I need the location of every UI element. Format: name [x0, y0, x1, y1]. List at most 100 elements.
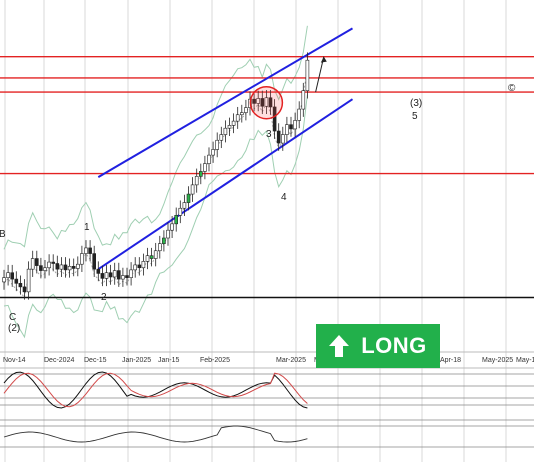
target-arrow-shaft — [315, 56, 325, 93]
candle-body-46 — [190, 184, 195, 195]
channel-upper — [97, 27, 354, 178]
candle-body-51 — [211, 149, 215, 156]
x-tick-label-8: Apr-18 — [440, 357, 461, 364]
candle-body-45 — [186, 193, 191, 203]
candle-body-32 — [133, 264, 137, 271]
candle-body-62 — [256, 98, 261, 104]
candle-body-73 — [301, 90, 306, 110]
x-tick-label-1: Dec-2024 — [44, 357, 74, 364]
candle-body-33 — [137, 264, 142, 269]
candle-body-15 — [63, 264, 68, 271]
candle-body-20 — [84, 247, 88, 254]
candle-body-69 — [285, 124, 289, 135]
copyright-icon: © — [508, 83, 516, 94]
candle-body-59 — [244, 107, 248, 113]
envelope-middle — [3, 65, 308, 299]
candle-body-2 — [10, 272, 14, 280]
envelope-upper — [3, 25, 308, 250]
wave-label-6: 4 — [281, 192, 287, 203]
candle-body-23 — [96, 268, 101, 274]
wave-label-5: 3 — [266, 129, 272, 140]
candle-body-55 — [227, 125, 232, 129]
candle-body-30 — [125, 275, 129, 278]
candle-body-39 — [162, 237, 166, 244]
channel-lower — [97, 98, 354, 270]
candle-body-11 — [47, 261, 51, 269]
candle-body-6 — [26, 268, 31, 293]
candle-body-74 — [305, 59, 310, 91]
candle-body-61 — [252, 98, 256, 104]
candle-body-56 — [231, 120, 236, 126]
candle-body-43 — [178, 207, 183, 216]
x-tick-label-6: Mar-2025 — [276, 357, 306, 364]
candle-body-13 — [55, 263, 60, 270]
candle-body-18 — [76, 263, 80, 269]
target-arrow-head — [320, 56, 327, 63]
candle-body-7 — [30, 258, 35, 270]
candle-body-68 — [280, 134, 285, 144]
candle-body-71 — [293, 120, 297, 130]
x-tick-label-2: Dec-15 — [84, 357, 107, 364]
candle-body-63 — [260, 98, 265, 107]
x-tick-label-9: May-2025 — [482, 357, 513, 364]
candle-body-65 — [268, 97, 273, 108]
candle-body-19 — [80, 253, 84, 265]
candle-body-42 — [174, 215, 178, 225]
candle-body-28 — [117, 270, 121, 280]
x-tick-label-5: Feb-2025 — [200, 357, 230, 364]
candle-body-24 — [100, 273, 105, 279]
candle-body-0 — [2, 277, 6, 283]
candle-body-44 — [182, 202, 187, 209]
candle-body-66 — [272, 106, 277, 132]
candle-body-35 — [145, 255, 150, 262]
candle-body-54 — [223, 127, 228, 135]
candle-body-72 — [297, 108, 302, 121]
candle-body-67 — [276, 130, 281, 144]
candle-body-53 — [219, 134, 224, 141]
wave-label-1: C — [9, 312, 16, 323]
up-arrow-icon — [329, 335, 350, 357]
candle-body-12 — [51, 261, 56, 264]
candle-body-22 — [92, 253, 96, 270]
candle-body-48 — [199, 171, 203, 177]
wave-label-4: 2 — [101, 292, 107, 303]
candle-body-41 — [170, 223, 174, 231]
candle-body-57 — [235, 114, 240, 122]
candle-body-4 — [18, 283, 23, 288]
envelope-lower — [3, 94, 308, 339]
candle-body-8 — [34, 258, 39, 266]
candle-body-9 — [39, 265, 43, 271]
candle-body-49 — [203, 163, 207, 172]
candle-body-3 — [14, 278, 19, 284]
candle-body-16 — [67, 266, 72, 271]
highlight-circle — [249, 85, 284, 120]
x-tick-label-10: May-1 — [516, 357, 534, 364]
candle-body-21 — [88, 247, 92, 254]
candle-body-29 — [121, 275, 125, 280]
candle-body-31 — [129, 269, 133, 278]
candle-body-64 — [264, 97, 269, 107]
candle-body-14 — [59, 264, 64, 270]
candle-body-37 — [153, 250, 158, 259]
x-tick-label-0: Nov-14 — [3, 357, 26, 364]
candle-body-47 — [194, 176, 199, 186]
wave-label-0: B — [0, 229, 6, 240]
candle-body-27 — [112, 270, 117, 278]
osc2-line — [3, 425, 308, 443]
wave-label-8: 5 — [412, 111, 418, 122]
long-signal-badge: LONG — [316, 324, 440, 368]
candle-body-10 — [43, 267, 47, 271]
candle-body-36 — [149, 255, 154, 259]
candle-body-17 — [71, 266, 76, 269]
x-tick-label-3: Jan-2025 — [122, 357, 151, 364]
candle-body-34 — [141, 261, 146, 269]
candle-body-40 — [166, 229, 170, 239]
candle-body-52 — [215, 139, 219, 150]
candle-body-26 — [108, 272, 113, 278]
osc1-d-line — [3, 372, 308, 408]
wave-label-2: (2) — [8, 323, 20, 334]
candle-body-5 — [22, 286, 27, 293]
candle-body-1 — [6, 272, 10, 278]
candle-body-38 — [158, 243, 162, 252]
